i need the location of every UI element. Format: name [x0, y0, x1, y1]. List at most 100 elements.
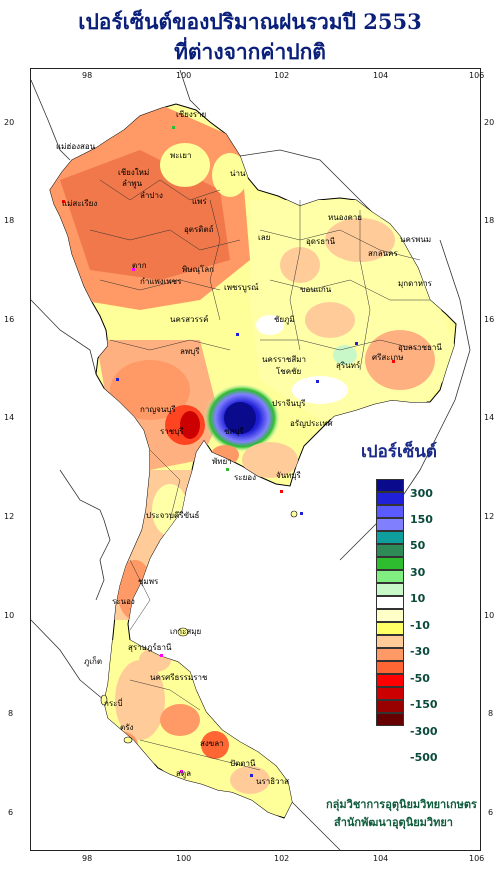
- legend-label: -10: [410, 619, 430, 632]
- legend-swatch: [376, 609, 404, 622]
- place-label: ศรีสะเกษ: [372, 353, 403, 362]
- legend-swatch: [376, 648, 404, 661]
- y-tick-right: 12: [484, 512, 495, 521]
- legend-label: 30: [410, 566, 426, 579]
- province-boundaries: [89, 179, 430, 771]
- y-tick-left: 16: [4, 315, 15, 324]
- place-label: สงขลา: [200, 739, 224, 748]
- place-label: สกลนคร: [368, 249, 398, 258]
- x-tick-top: 104: [373, 71, 389, 80]
- legend-swatch: [376, 622, 404, 635]
- place-label: สุรินทร์: [336, 360, 361, 370]
- legend-label: -300: [410, 725, 438, 738]
- credit-line2: สำนักพัฒนาอุตุนิยมวิทยา: [334, 816, 453, 829]
- y-tick-right: 16: [484, 315, 495, 324]
- place-label: ตรัง: [120, 723, 133, 732]
- place-label: ปราจีนบุรี: [272, 399, 306, 408]
- place-label: ลพบุรี: [180, 347, 200, 356]
- place-label: เพชรบูรณ์: [224, 282, 259, 293]
- legend-swatch: [376, 687, 404, 700]
- x-tick-bottom: 100: [176, 854, 192, 863]
- x-tick-top: 102: [274, 71, 290, 80]
- legend-swatch: [376, 570, 404, 583]
- y-tick-left: 20: [4, 118, 15, 127]
- place-label: ตาก: [132, 261, 147, 270]
- legend-swatch: [376, 557, 404, 570]
- place-label: ขอนแก่น: [300, 285, 332, 294]
- place-label: หนองคาย: [328, 213, 362, 222]
- place-label: แม่สะเรียง: [62, 199, 97, 208]
- place-label: แม่ฮ่องสอน: [56, 142, 96, 151]
- place-label: พะเยา: [170, 151, 191, 160]
- y-tick-left: 6: [8, 808, 14, 817]
- legend-swatch: [376, 492, 404, 505]
- place-label: นครสวรรค์: [170, 314, 208, 324]
- place-label: แพร่: [192, 197, 207, 206]
- legend-swatch: [376, 479, 404, 492]
- station-markers: [62, 126, 395, 777]
- y-tick-right: 10: [484, 611, 495, 620]
- place-label: ระนอง: [112, 597, 135, 606]
- place-label: เกาะสมุย: [170, 627, 201, 636]
- legend-swatch: [376, 544, 404, 557]
- y-tick-right: 20: [484, 118, 495, 127]
- y-tick-left: 8: [8, 709, 14, 718]
- place-label: พิษณุโลก: [182, 264, 214, 274]
- place-label: โชคชัย: [276, 366, 301, 376]
- place-label: นราธิวาส: [256, 777, 289, 786]
- x-tick-top: 98: [82, 71, 93, 80]
- legend-label: -50: [410, 672, 430, 685]
- x-tick-top: 106: [469, 71, 485, 80]
- y-tick-right: 18: [484, 216, 495, 225]
- place-label: อุบลราชธานี: [398, 343, 442, 352]
- legend-title: เปอร์เซ็นต์: [361, 442, 437, 462]
- x-tick-bottom: 104: [373, 854, 389, 863]
- place-label: เชียงราย: [176, 110, 206, 119]
- legend-swatch: [376, 596, 404, 609]
- legend-label: 150: [410, 513, 433, 526]
- place-label: ชลบุรี: [224, 427, 244, 436]
- legend-swatch: [376, 674, 404, 687]
- place-label: ประจวบคีรีขันธ์: [146, 510, 200, 520]
- place-label: กาญจนบุรี: [140, 405, 176, 414]
- y-tick-left: 12: [4, 512, 15, 521]
- legend-label: 50: [410, 539, 426, 552]
- place-label: จันทบุรี: [276, 471, 302, 480]
- place-label: อุดรธานี: [306, 237, 336, 246]
- credit-line1: กลุ่มวิชาการอุตุนิยมวิทยาเกษตร: [326, 798, 477, 811]
- neighbor-borders: [30, 69, 471, 851]
- map-title-line2: ที่ต่างจากค่าปกติ: [174, 39, 326, 64]
- place-label: ระยอง: [234, 473, 256, 482]
- place-label: มุกดาหาร: [398, 279, 433, 288]
- y-tick-left: 14: [4, 413, 15, 422]
- legend-swatch: [376, 583, 404, 596]
- place-label: นครราชสีมา: [262, 355, 306, 364]
- x-tick-bottom: 98: [82, 854, 93, 863]
- place-label: นครศรีธรรมราช: [150, 673, 208, 682]
- islands: [100, 510, 298, 744]
- place-label: สตูล: [176, 769, 191, 779]
- legend-label: 300: [410, 487, 433, 500]
- x-tick-bottom: 102: [274, 854, 290, 863]
- place-label: กระบี่: [104, 697, 123, 708]
- legend-swatch: [376, 518, 404, 531]
- y-tick-right: 8: [488, 709, 494, 718]
- x-tick-top: 100: [176, 71, 192, 80]
- legend-swatch: [376, 505, 404, 518]
- legend-label: -30: [410, 645, 430, 658]
- place-label: เชียงใหม่: [118, 168, 149, 177]
- y-tick-right: 6: [488, 808, 494, 817]
- legend-label: 10: [410, 592, 426, 605]
- map-title-line1: เปอร์เซ็นต์ของปริมาณฝนรวมปี 2553: [78, 9, 422, 34]
- place-label: เลย: [258, 233, 270, 242]
- legend-swatch: [376, 635, 404, 648]
- place-label: น่าน: [230, 169, 246, 178]
- legend-swatch: [376, 531, 404, 544]
- place-labels: เชียงราย แม่ฮ่องสอน พะเยา เชียงใหม่ ลำพู…: [56, 110, 442, 786]
- place-label: ราชบุรี: [160, 427, 184, 436]
- place-label: ชัยภูมิ: [274, 315, 295, 325]
- place-label: สุราษฎร์ธานี: [128, 642, 172, 652]
- legend-swatch: [376, 713, 404, 726]
- x-tick-bottom: 106: [469, 854, 485, 863]
